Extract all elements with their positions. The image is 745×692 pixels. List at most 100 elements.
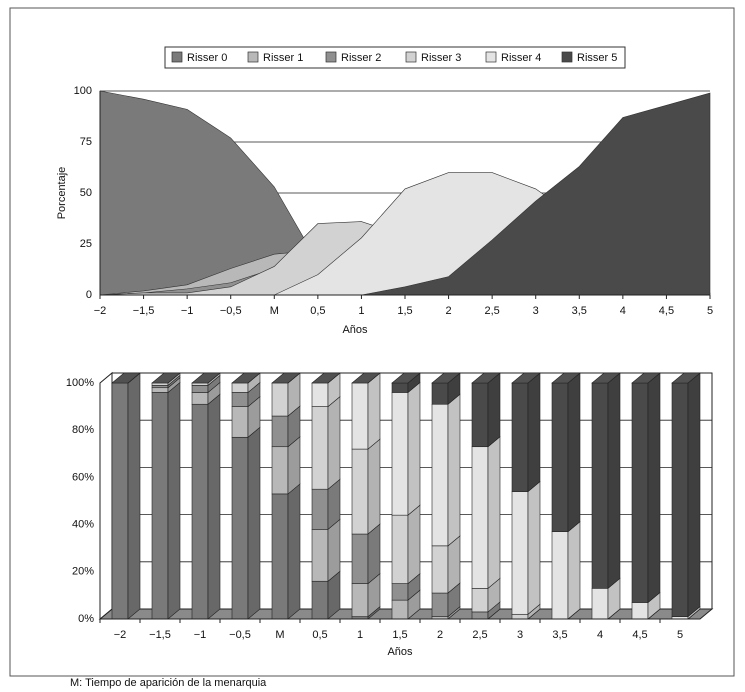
bar-top [231, 372, 261, 384]
bar-side [327, 518, 341, 582]
bar-segment [431, 403, 449, 547]
bar-segment [151, 387, 169, 393]
bar-segment [591, 382, 609, 589]
bar-segment [231, 406, 249, 438]
bar-side [527, 372, 541, 493]
x-tick-label: −1,5 [133, 305, 155, 317]
bar-segment [511, 613, 529, 620]
legend-swatch [561, 51, 573, 63]
bar-segment [471, 382, 489, 448]
footnote: M: Tiempo de aparición de la menarquia [70, 677, 267, 689]
bar-top [431, 372, 461, 384]
bar-side [687, 372, 701, 618]
x-tick-label: 3,5 [552, 629, 567, 641]
legend-label: Risser 4 [501, 52, 541, 64]
legend-swatch [171, 51, 183, 63]
x-tick-label: −1 [181, 305, 194, 317]
bar-segment [391, 599, 409, 620]
bar-segment [551, 531, 569, 620]
bar-top [671, 372, 701, 384]
bar-side [327, 395, 341, 490]
bar-segment [311, 488, 329, 530]
bar-top [591, 372, 621, 384]
x-tick-label: 5 [677, 629, 683, 641]
bar-side [527, 480, 541, 615]
x-tick-label: 4,5 [632, 629, 647, 641]
bar-segment [191, 403, 209, 620]
x-tick-label: 3 [533, 305, 539, 317]
x-tick-label: 2 [437, 629, 443, 641]
bar-segment [191, 392, 209, 405]
x-tick-label: −2 [114, 629, 127, 641]
legend-swatch [325, 51, 337, 63]
x-tick-label: 3 [517, 629, 523, 641]
bar-segment [391, 514, 409, 584]
bar-segment [151, 392, 169, 620]
y-tick-label: 50 [80, 187, 92, 199]
bar-segment [351, 448, 369, 535]
legend-box [164, 46, 626, 69]
y-tick-label: 20% [72, 566, 94, 578]
bar-segment [471, 611, 489, 620]
x-axis-label: Años [387, 646, 413, 658]
frame [9, 7, 735, 677]
bar-segment [391, 382, 409, 393]
bar-top [551, 372, 581, 384]
y-tick-label: 0% [78, 613, 94, 625]
x-tick-label: 4 [620, 305, 626, 317]
bar-segment [511, 382, 529, 492]
legend-swatch [405, 51, 417, 63]
bar-top [151, 372, 181, 384]
bar-segment [271, 382, 289, 417]
x-tick-label: 2 [446, 305, 452, 317]
bar-side [367, 438, 381, 535]
x-tick-label: 3,5 [572, 305, 587, 317]
bar-segment [511, 491, 529, 615]
legend: Risser 0 Risser 1 Risser 2 Risser 3 Risser 4… [164, 46, 626, 69]
bar-side [127, 372, 141, 620]
y-tick-label: 75 [80, 136, 92, 148]
bar-segment [391, 583, 409, 601]
bar-segment [631, 602, 649, 620]
x-tick-label: 2,5 [484, 305, 499, 317]
bar-side [487, 436, 501, 589]
bar-segment [151, 382, 169, 386]
bar-segment [231, 382, 249, 393]
bar-segment [471, 588, 489, 613]
bar-side [447, 393, 461, 547]
x-tick-label: −2 [94, 305, 107, 317]
bar-top [511, 372, 541, 384]
x-tick-label: M [275, 629, 284, 641]
x-tick-label: −1 [194, 629, 207, 641]
bar-side [367, 523, 381, 585]
y-tick-label: 0 [86, 289, 92, 301]
bar-side [567, 521, 581, 620]
bar-side [647, 372, 661, 604]
bar-segment [351, 583, 369, 617]
legend-label: Risser 3 [421, 52, 461, 64]
bar-side [487, 372, 501, 448]
bar-side [167, 381, 181, 620]
x-tick-label: 1,5 [397, 305, 412, 317]
bar-top [271, 372, 301, 384]
bar-segment [191, 382, 209, 386]
legend-label: Risser 1 [263, 52, 303, 64]
x-tick-label: 1,5 [392, 629, 407, 641]
bar-segment [191, 385, 209, 393]
x-tick-label: −1,5 [149, 629, 171, 641]
x-axis-label: Años [342, 324, 368, 336]
x-tick-label: 1 [357, 629, 363, 641]
bar-side [407, 381, 421, 516]
bar-segment [311, 382, 329, 407]
bar-segment [271, 415, 289, 448]
bar-side [567, 372, 581, 533]
x-tick-label: M [270, 305, 279, 317]
bar-segment [311, 529, 329, 582]
legend-label: Risser 5 [577, 52, 617, 64]
x-tick-label: 4,5 [659, 305, 674, 317]
bar-top [351, 372, 381, 384]
bar-segment [431, 592, 449, 617]
x-tick-label: 5 [707, 305, 713, 317]
bar-segment [231, 436, 249, 620]
